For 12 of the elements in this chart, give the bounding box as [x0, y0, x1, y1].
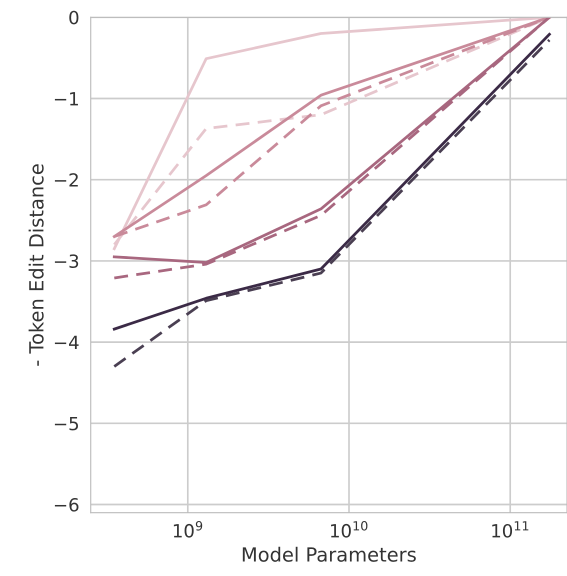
y-tick-label: −6 — [54, 498, 78, 512]
y-tick-label: −3 — [54, 254, 78, 268]
x-tick-label: 10$^{11}$ — [492, 521, 528, 538]
y-tick-label: −1 — [54, 92, 78, 106]
y-tick-label: −2 — [54, 173, 78, 187]
y-tick-label: 0 — [69, 10, 78, 24]
x-axis-title: Model Parameters — [242, 546, 416, 562]
y-axis-title: - Token Edit Distance — [28, 164, 44, 366]
y-tick-label: −4 — [54, 336, 79, 349]
y-tick-label: −5 — [54, 417, 78, 430]
x-tick-label: 10$^{9}$ — [174, 521, 202, 538]
x-tick-label: 10$^{10}$ — [331, 521, 368, 538]
